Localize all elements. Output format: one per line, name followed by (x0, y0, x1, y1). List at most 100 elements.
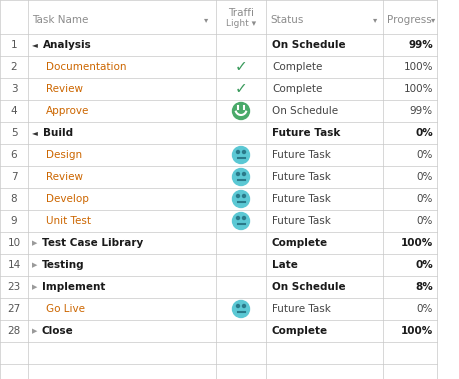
Circle shape (233, 102, 250, 119)
Text: Future Task: Future Task (272, 150, 331, 160)
Text: Future Task: Future Task (272, 304, 331, 314)
Circle shape (236, 216, 240, 219)
Text: Future Task: Future Task (272, 172, 331, 182)
Text: Develop: Develop (46, 194, 89, 204)
Bar (0, 188, 437, 210)
Text: 4: 4 (11, 106, 17, 116)
Bar (0, 166, 437, 188)
Text: 8%: 8% (415, 282, 433, 292)
Text: ✓: ✓ (235, 60, 247, 75)
Text: 100%: 100% (401, 238, 433, 248)
Circle shape (233, 301, 250, 318)
Bar (0, 364, 437, 379)
Text: 0%: 0% (417, 304, 433, 314)
Text: Build: Build (43, 128, 73, 138)
Bar (0, 78, 437, 100)
Text: Task Name: Task Name (32, 15, 89, 25)
Bar (0, 144, 437, 166)
Text: 0%: 0% (417, 172, 433, 182)
Text: 8: 8 (11, 194, 17, 204)
Text: 27: 27 (7, 304, 21, 314)
Bar (0, 298, 437, 320)
Text: On Schedule: On Schedule (272, 40, 346, 50)
Text: 28: 28 (7, 326, 21, 336)
Bar (0, 56, 437, 78)
Text: ◄: ◄ (32, 128, 38, 138)
Text: Review: Review (46, 172, 83, 182)
Text: 99%: 99% (408, 40, 433, 50)
Circle shape (242, 216, 246, 219)
Text: Complete: Complete (272, 84, 322, 94)
Circle shape (242, 304, 246, 307)
Circle shape (236, 150, 240, 153)
Bar (0, 34, 437, 68)
Text: 0%: 0% (415, 260, 433, 270)
Text: Future Task: Future Task (272, 128, 341, 138)
Text: Status: Status (270, 15, 303, 25)
Bar (0, 320, 437, 342)
Text: Review: Review (46, 84, 83, 94)
Text: 1: 1 (11, 40, 17, 50)
Circle shape (233, 147, 250, 163)
Text: ▶: ▶ (32, 240, 37, 246)
Text: 9: 9 (11, 216, 17, 226)
Text: ▾: ▾ (204, 16, 208, 25)
Text: Test Case Library: Test Case Library (42, 238, 143, 248)
Text: 100%: 100% (403, 62, 433, 72)
Text: 10: 10 (7, 238, 21, 248)
Text: Close: Close (42, 326, 74, 336)
Text: ▶: ▶ (32, 262, 37, 268)
Text: Unit Test: Unit Test (46, 216, 91, 226)
Text: Future Task: Future Task (272, 216, 331, 226)
Text: ▾: ▾ (373, 16, 377, 25)
Text: Traffi: Traffi (228, 8, 254, 18)
Bar (0, 276, 437, 298)
Text: 7: 7 (11, 172, 17, 182)
Text: ▶: ▶ (32, 328, 37, 334)
Text: ▾: ▾ (431, 16, 435, 25)
Text: Go Live: Go Live (46, 304, 85, 314)
Text: Late: Late (272, 260, 298, 270)
Bar (0, 342, 437, 364)
Bar (0, 210, 437, 232)
Text: ✓: ✓ (235, 81, 247, 97)
Text: 99%: 99% (410, 106, 433, 116)
Text: Approve: Approve (46, 106, 90, 116)
Circle shape (236, 194, 240, 197)
Circle shape (242, 194, 246, 197)
Text: Complete: Complete (272, 326, 328, 336)
Text: 6: 6 (11, 150, 17, 160)
Bar (0, 100, 437, 122)
Text: 100%: 100% (401, 326, 433, 336)
Bar (0, 232, 437, 254)
Text: 23: 23 (7, 282, 21, 292)
Text: Complete: Complete (272, 238, 328, 248)
Text: 3: 3 (11, 84, 17, 94)
Text: Testing: Testing (42, 260, 84, 270)
Text: Implement: Implement (42, 282, 106, 292)
Circle shape (242, 172, 246, 175)
Circle shape (233, 169, 250, 185)
Text: Documentation: Documentation (46, 62, 127, 72)
Circle shape (233, 213, 250, 230)
Circle shape (242, 150, 246, 153)
Text: 0%: 0% (417, 194, 433, 204)
Text: Future Task: Future Task (272, 194, 331, 204)
Text: 5: 5 (11, 128, 17, 138)
Circle shape (236, 304, 240, 307)
Text: 0%: 0% (415, 128, 433, 138)
Text: ◄: ◄ (32, 41, 38, 50)
Text: Analysis: Analysis (43, 40, 92, 50)
Text: 100%: 100% (403, 84, 433, 94)
Text: ▶: ▶ (32, 284, 37, 290)
Text: Light ▾: Light ▾ (226, 19, 256, 28)
Text: On Schedule: On Schedule (272, 106, 338, 116)
Bar (0, 122, 437, 144)
Text: Complete: Complete (272, 62, 322, 72)
Bar (0, 254, 437, 276)
Circle shape (233, 191, 250, 207)
Text: 14: 14 (7, 260, 21, 270)
Text: 0%: 0% (417, 150, 433, 160)
Text: On Schedule: On Schedule (272, 282, 346, 292)
Text: Progress: Progress (387, 15, 432, 25)
